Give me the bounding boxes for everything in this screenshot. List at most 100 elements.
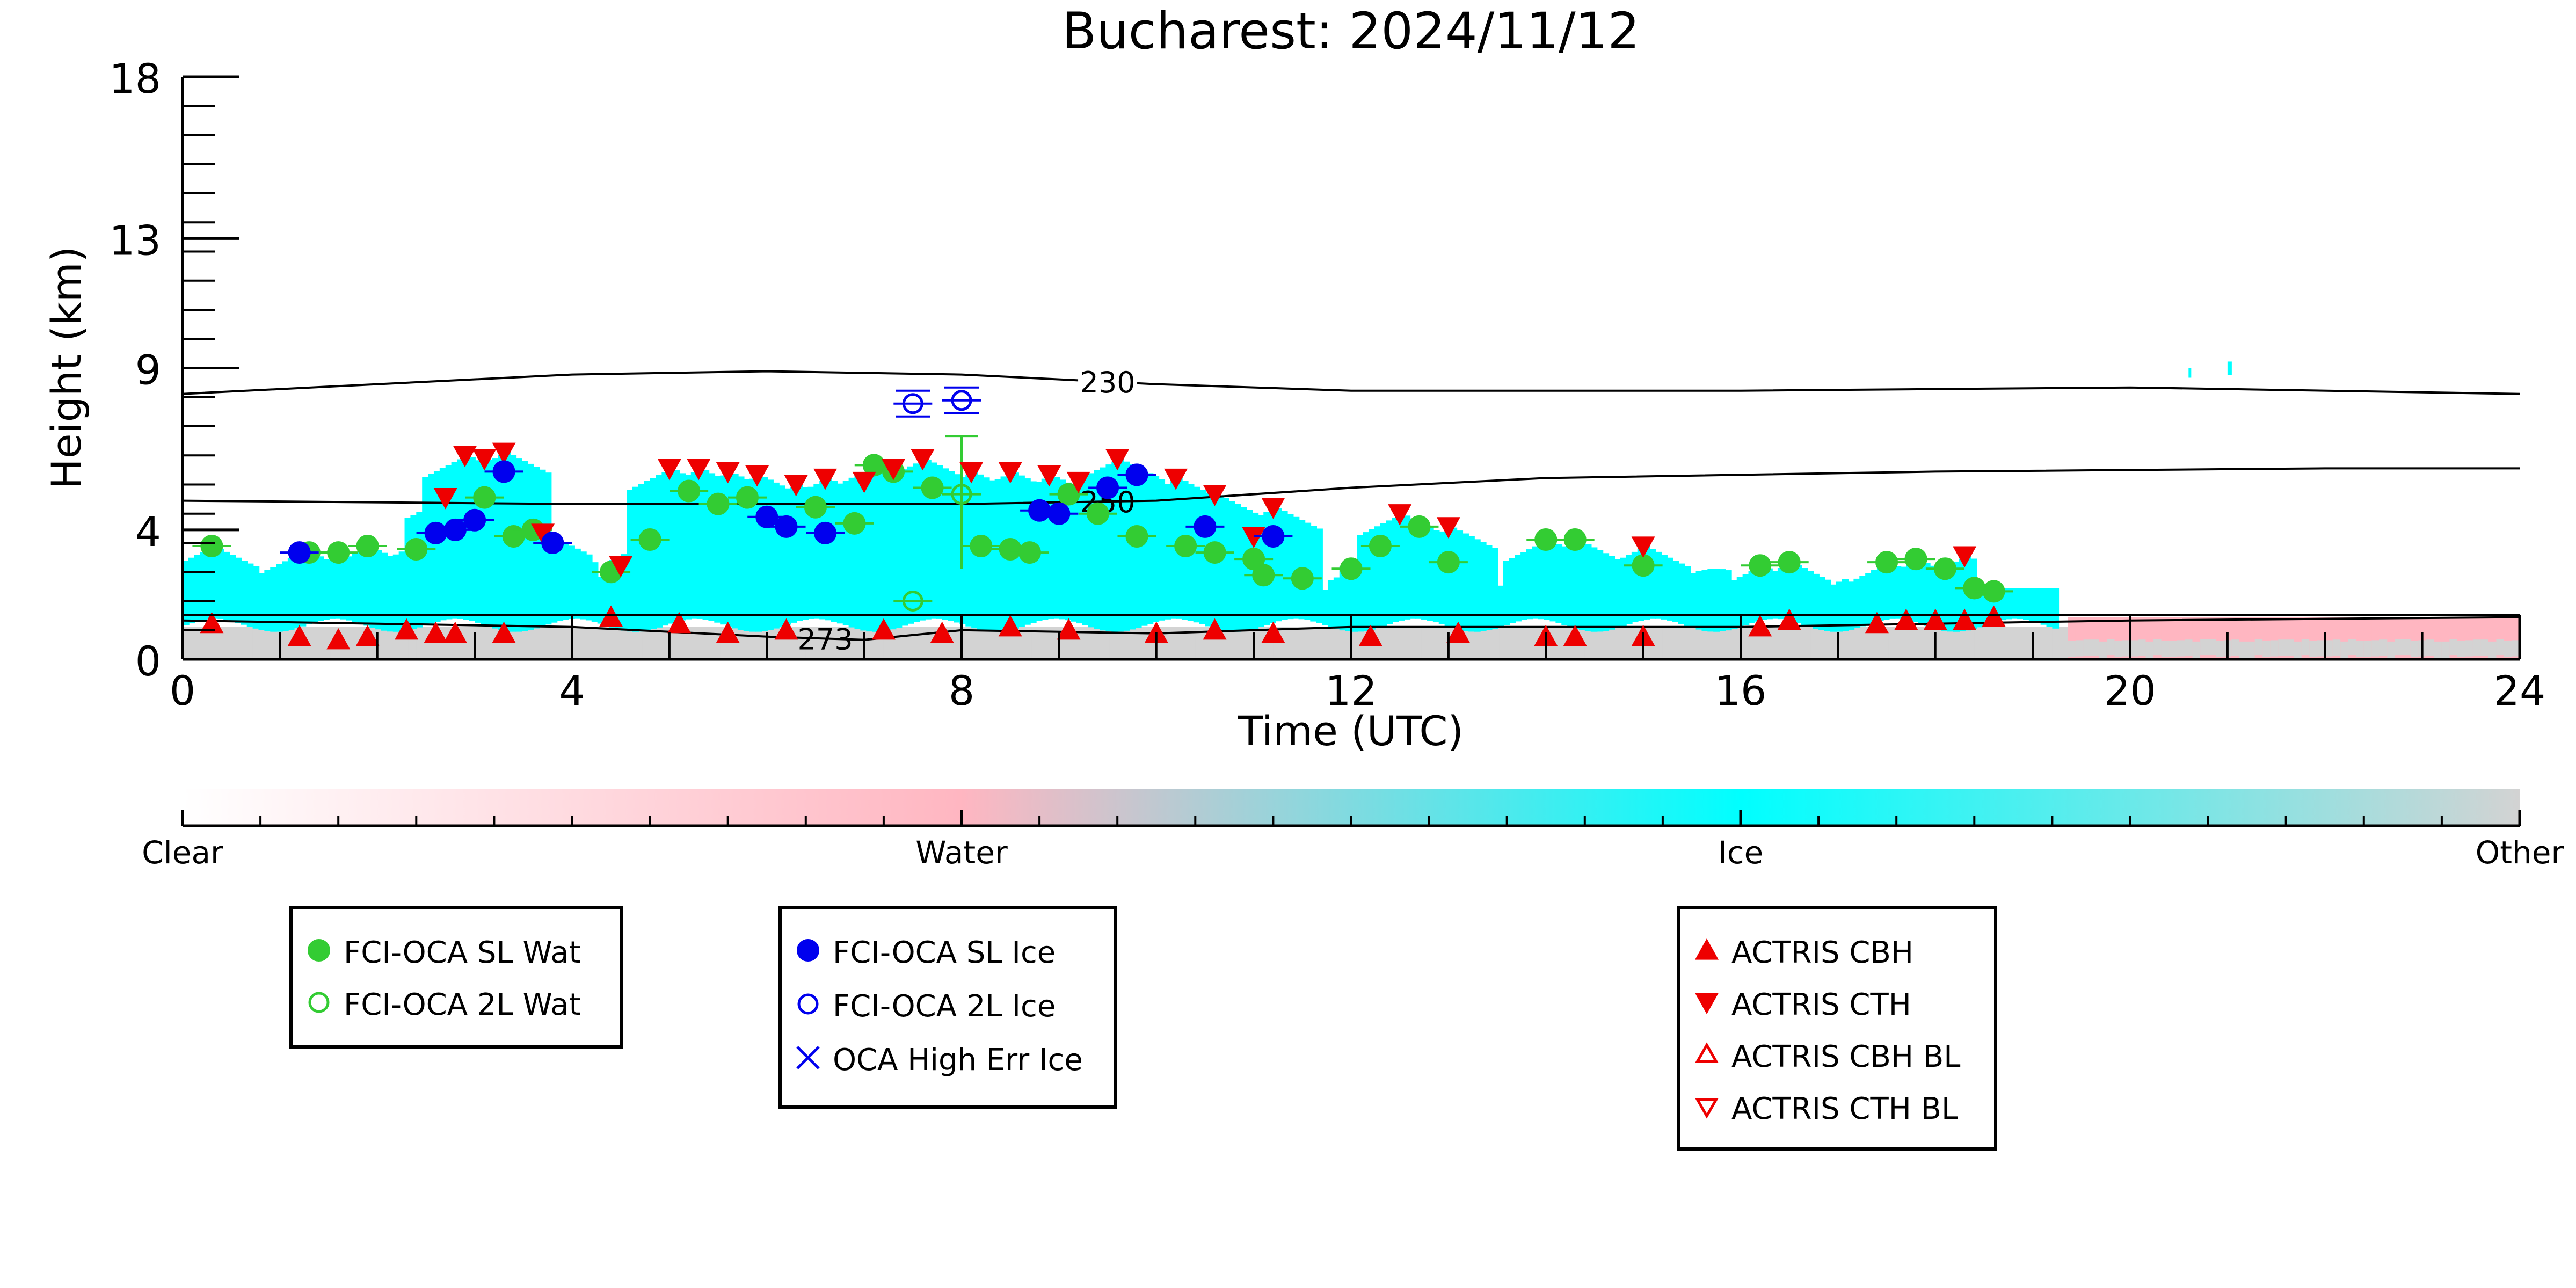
phase-ice <box>2034 588 2042 623</box>
phase-ice <box>1830 584 1837 632</box>
phase-other <box>2177 640 2186 657</box>
phase-ice <box>690 472 698 619</box>
phase-other <box>2317 640 2326 657</box>
phase-other <box>2363 641 2373 657</box>
phase-other <box>416 627 425 659</box>
phase-other <box>1280 627 1290 659</box>
phase-other <box>541 627 550 659</box>
phase-ice <box>404 518 412 631</box>
phase-ice <box>825 478 832 621</box>
phase-other <box>1966 627 1976 659</box>
phase-other <box>1592 627 1602 659</box>
phase-ice <box>585 554 593 621</box>
fci-oca-sl-ice-point <box>288 541 311 564</box>
phase-other <box>1234 627 1243 659</box>
phase-other <box>1499 627 1508 659</box>
fci-oca-2l-wat-point <box>951 484 972 505</box>
phase-other <box>214 627 223 659</box>
phase-other <box>2488 641 2498 658</box>
phase-other <box>1818 627 1828 659</box>
phase-other <box>1857 627 1866 659</box>
phase-ice <box>1474 539 1481 632</box>
phase-other <box>1919 627 1929 659</box>
phase-other <box>1312 627 1321 659</box>
phase-ice <box>883 470 891 631</box>
actris-cth-point <box>784 475 808 497</box>
legend-label: ACTRIS CBH BL <box>1731 1039 1960 1074</box>
phase-ice <box>1310 526 1318 622</box>
phase-other <box>260 627 270 659</box>
fci-oca-sl-wat-point <box>921 476 944 499</box>
legend-label: ACTRIS CTH <box>1731 987 1911 1022</box>
phase-ice <box>1555 544 1563 623</box>
phase-ice <box>1842 579 1849 631</box>
phase-ice <box>836 483 844 624</box>
phase-other <box>1171 627 1181 659</box>
phase-other <box>2301 639 2311 656</box>
actris-cbh-point <box>716 621 740 643</box>
phase-ice <box>1918 559 1925 624</box>
phase-ice <box>387 556 394 632</box>
phase-ice <box>1217 495 1224 630</box>
phase-other <box>1398 627 1407 659</box>
phase-other <box>1102 627 1111 659</box>
phase-ice <box>1882 564 1890 620</box>
actris-cbh-point <box>1057 618 1081 640</box>
phase-ice <box>1427 527 1434 621</box>
phase-other <box>611 627 620 659</box>
phase-other <box>767 627 776 659</box>
actris-cbh-point <box>1865 612 1889 634</box>
phase-other <box>1094 627 1103 659</box>
phase-other <box>1779 627 1788 659</box>
phase-colorbar: Clear Water Ice Other <box>142 789 2564 871</box>
chart-title: Bucharest: 2024/11/12 <box>1062 2 1640 61</box>
phase-ice <box>375 550 382 630</box>
phase-other <box>954 627 963 659</box>
fci-oca-2l-ice-point <box>902 393 923 414</box>
phase-ice <box>1286 514 1294 620</box>
phase-ice <box>556 540 564 621</box>
phase-ice <box>533 467 540 629</box>
legend-box-2: FCI-OCA SL Ice FCI-OCA 2L Ice OCA High Err… <box>778 906 1117 1109</box>
legends: FCI-OCA SL Wat FCI-OCA 2L Wat FCI-OCA SL I… <box>289 906 1997 1151</box>
x-tick-label: 20 <box>2104 667 2156 715</box>
actris-cbh-point <box>424 621 448 643</box>
phase-other <box>1047 627 1056 659</box>
phase-other <box>478 627 487 659</box>
phase-other <box>2021 627 2030 659</box>
phase-other <box>1624 627 1633 659</box>
phase-other <box>206 627 215 659</box>
fci-oca-sl-wat-point <box>843 512 866 535</box>
phase-ice <box>1497 585 1504 627</box>
phase-other <box>1039 627 1049 659</box>
fci-oca-sl-wat-point <box>1057 483 1080 506</box>
fci-oca-sl-wat-point <box>1749 554 1772 577</box>
phase-other <box>463 627 472 659</box>
phase-ice <box>358 551 365 624</box>
phase-ice <box>1596 550 1604 632</box>
phase-ice <box>329 557 336 619</box>
phase-other <box>323 627 332 659</box>
phase-ice <box>2011 588 2018 619</box>
fci-oca-sl-wat-point <box>638 528 661 551</box>
actris-cth-point <box>433 488 457 510</box>
phase-ice <box>1421 524 1428 620</box>
actris-cth-point <box>852 471 876 493</box>
phase-other <box>2208 639 2217 656</box>
phase-other <box>1608 627 1617 659</box>
phase-other <box>805 627 815 659</box>
fci-oca-sl-ice-point <box>1047 502 1071 525</box>
phase-other <box>1693 627 1703 659</box>
legend-box-1: FCI-OCA SL Wat FCI-OCA 2L Wat <box>289 906 623 1049</box>
actris-cth-point <box>687 459 711 481</box>
phase-other <box>580 627 589 659</box>
phase-ice <box>1129 464 1136 630</box>
phase-ice <box>183 561 190 625</box>
phase-ice <box>1724 570 1732 631</box>
fci-oca-sl-wat-point <box>1875 551 1898 574</box>
phase-ice <box>206 549 213 620</box>
phase-other <box>2504 641 2513 657</box>
phase-ice <box>784 488 791 625</box>
phase-ice <box>1316 528 1323 623</box>
fci-oca-sl-wat-point <box>736 486 759 509</box>
